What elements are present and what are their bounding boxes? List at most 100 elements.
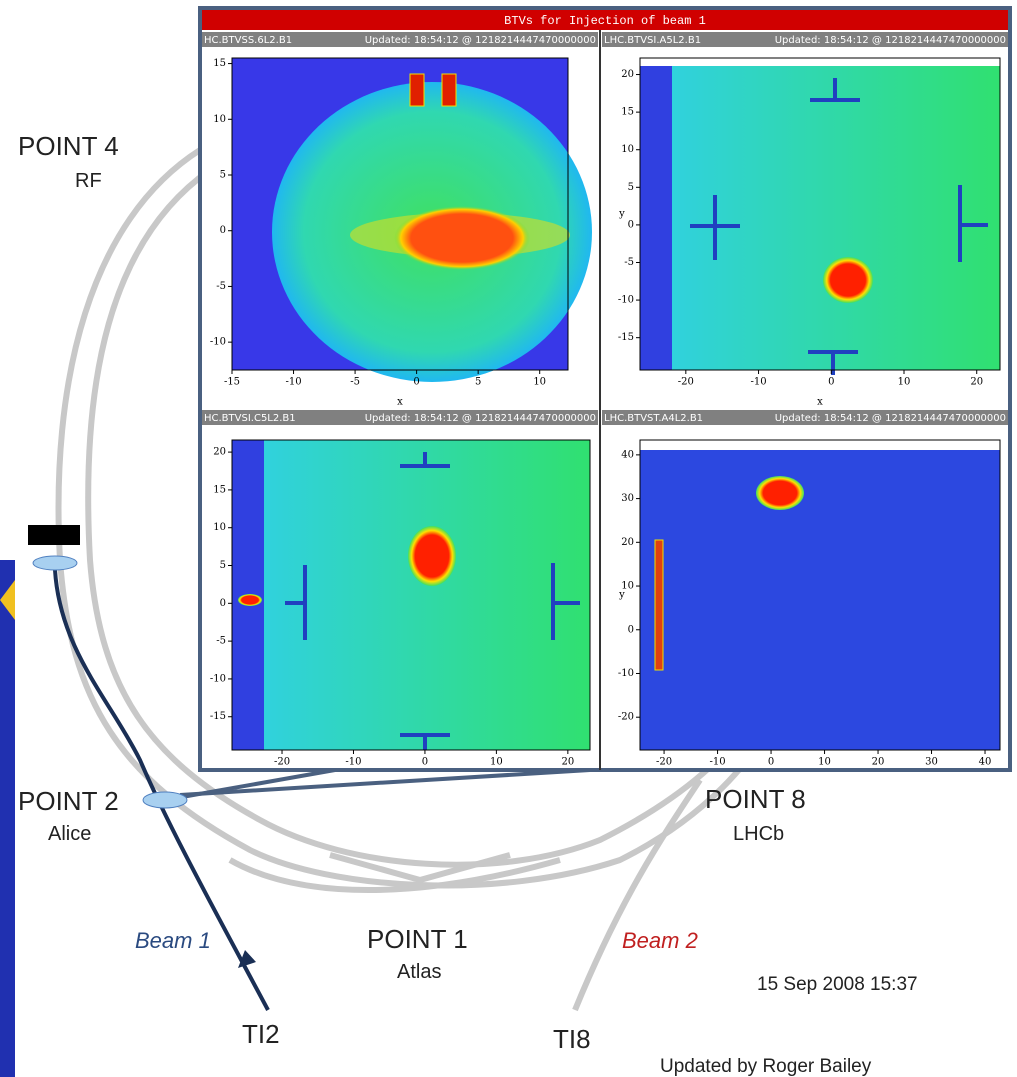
y-tick-label: -5 bbox=[624, 257, 634, 268]
edge bbox=[640, 58, 672, 370]
x-tick-label: 20 bbox=[970, 377, 983, 388]
y-tick-label: 0 bbox=[628, 219, 634, 230]
callout bbox=[180, 770, 590, 795]
label: Beam 1 bbox=[135, 928, 211, 953]
beam-spot bbox=[394, 206, 530, 270]
panel-name: HC.BTVSS.6L2.B1 bbox=[204, 35, 292, 46]
y-tick-label: 5 bbox=[220, 560, 226, 571]
credit: Updated by Roger Bailey bbox=[660, 1056, 872, 1077]
x-tick-label: -5 bbox=[350, 377, 360, 388]
y-tick-label: -10 bbox=[618, 295, 634, 306]
x-tick-label: -10 bbox=[345, 757, 361, 768]
x-tick-label: -10 bbox=[750, 377, 766, 388]
x-tick-label: 0 bbox=[413, 377, 419, 388]
image-bg bbox=[232, 440, 590, 750]
y-tick-label: 15 bbox=[213, 58, 226, 69]
x-tick-label: -10 bbox=[710, 757, 726, 768]
x-tick-label: 0 bbox=[768, 757, 774, 768]
x-tick-label: 10 bbox=[490, 757, 503, 768]
y-axis-label: y bbox=[618, 209, 625, 220]
y-tick-label: 20 bbox=[621, 537, 634, 548]
btv-window: BTVs for Injection of beam 1 HC.BTVSS.6L… bbox=[200, 8, 1010, 770]
hot-spot bbox=[238, 594, 262, 606]
label: Atlas bbox=[397, 961, 441, 983]
panel-name: LHC.BTVST.A4L2.B1 bbox=[604, 413, 703, 424]
y-tick-label: 5 bbox=[220, 170, 226, 181]
x-tick-label: 40 bbox=[979, 757, 992, 768]
x-axis-label: x bbox=[817, 397, 823, 408]
x-tick-label: -15 bbox=[224, 377, 240, 388]
y-tick-label: -20 bbox=[618, 712, 634, 723]
y-tick-label: 10 bbox=[621, 144, 634, 155]
y-tick-label: 10 bbox=[213, 522, 226, 533]
image-bg bbox=[640, 440, 1000, 750]
x-tick-label: 20 bbox=[872, 757, 885, 768]
y-tick-label: 40 bbox=[621, 449, 634, 460]
panel-name: HC.BTVSI.C5L2.B1 bbox=[204, 413, 296, 424]
panel-updated: Updated: 18:54:12 @ 1218214447470000000 bbox=[775, 35, 1006, 46]
window-title: BTVs for Injection of beam 1 bbox=[504, 14, 706, 28]
x-tick-label: 0 bbox=[828, 377, 834, 388]
y-tick-label: 0 bbox=[220, 598, 226, 609]
x-tick-label: 0 bbox=[422, 757, 428, 768]
top-band bbox=[640, 58, 1000, 66]
label: POINT 4 bbox=[18, 131, 119, 161]
btv-panel: HC.BTVSS.6L2.B1 Updated: 18:54:12 @ 12182… bbox=[202, 32, 598, 408]
x-tick-label: 20 bbox=[561, 757, 574, 768]
date: 15 Sep 2008 15:37 bbox=[757, 974, 918, 995]
label: LHCb bbox=[733, 823, 784, 845]
panel-updated: Updated: 18:54:12 @ 1218214447470000000 bbox=[365, 35, 596, 46]
monitor-marker bbox=[143, 792, 187, 808]
y-tick-label: 10 bbox=[213, 114, 226, 125]
label: POINT 8 bbox=[705, 784, 806, 814]
beam-spot bbox=[756, 476, 804, 510]
black-block bbox=[28, 525, 80, 545]
label: TI2 bbox=[242, 1019, 280, 1049]
btv-panel: HC.BTVSI.C5L2.B1 Updated: 18:54:12 @ 1218… bbox=[202, 410, 598, 768]
label: TI8 bbox=[553, 1024, 591, 1054]
y-tick-label: -10 bbox=[210, 673, 226, 684]
x-tick-label: 5 bbox=[475, 377, 481, 388]
y-axis-label: y bbox=[618, 590, 625, 601]
y-tick-label: -15 bbox=[618, 332, 634, 343]
y-tick-label: 20 bbox=[621, 69, 634, 80]
top-band bbox=[640, 440, 1000, 450]
panel-updated: Updated: 18:54:12 @ 1218214447470000000 bbox=[365, 413, 596, 424]
side-strip bbox=[0, 560, 15, 1077]
x-tick-label: 10 bbox=[818, 757, 831, 768]
beam-spot bbox=[823, 257, 873, 303]
x-tick-label: 10 bbox=[898, 377, 911, 388]
y-tick-label: -10 bbox=[210, 337, 226, 348]
x-tick-label: -20 bbox=[656, 757, 672, 768]
y-tick-label: 0 bbox=[220, 225, 226, 236]
y-tick-label: 15 bbox=[213, 484, 226, 495]
x-tick-label: -20 bbox=[274, 757, 290, 768]
y-tick-label: -10 bbox=[618, 668, 634, 679]
edge bbox=[655, 540, 663, 670]
screen: POINT 4 RF POINT 2 Alice POINT 8 LHCb PO… bbox=[0, 0, 1017, 1077]
label: Alice bbox=[48, 823, 91, 845]
beam-spot bbox=[408, 526, 456, 586]
monitor-marker bbox=[33, 556, 77, 570]
label: POINT 2 bbox=[18, 786, 119, 816]
label: POINT 1 bbox=[367, 924, 468, 954]
y-tick-label: -5 bbox=[216, 281, 226, 292]
y-tick-label: 30 bbox=[621, 493, 634, 504]
x-axis-label: x bbox=[397, 397, 403, 408]
hot-bar bbox=[442, 74, 456, 106]
x-tick-label: -20 bbox=[678, 377, 694, 388]
y-tick-label: 0 bbox=[628, 624, 634, 635]
x-tick-label: -10 bbox=[285, 377, 301, 388]
panel-name: LHC.BTVSI.A5L2.B1 bbox=[604, 35, 701, 46]
x-tick-label: 30 bbox=[925, 757, 938, 768]
y-tick-label: 20 bbox=[213, 447, 226, 458]
panel-updated: Updated: 18:54:12 @ 1218214447470000000 bbox=[775, 413, 1006, 424]
label: RF bbox=[75, 170, 102, 192]
x-tick-label: 10 bbox=[533, 377, 546, 388]
image-bg bbox=[640, 58, 1000, 370]
y-tick-label: 15 bbox=[621, 107, 634, 118]
btv-panel: LHC.BTVSI.A5L2.B1 Updated: 18:54:12 @ 121… bbox=[602, 32, 1008, 408]
label: Beam 2 bbox=[622, 928, 698, 953]
y-tick-label: 5 bbox=[628, 182, 634, 193]
hot-bar bbox=[410, 74, 424, 106]
